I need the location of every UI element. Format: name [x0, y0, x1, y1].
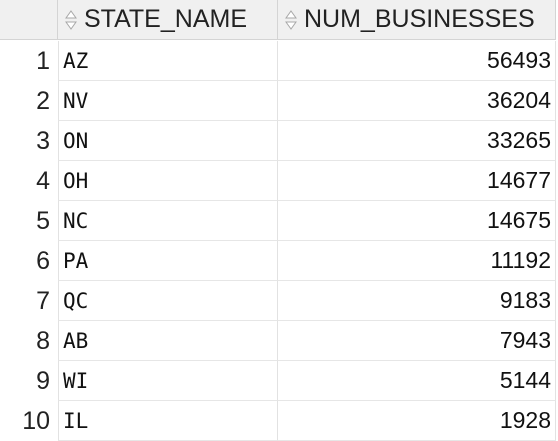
- row-number: 3: [36, 126, 50, 155]
- state-name-cell[interactable]: NV: [58, 81, 278, 121]
- table-row[interactable]: 2 NV 36204: [0, 81, 558, 121]
- row-number: 1: [36, 46, 50, 75]
- row-number: 5: [36, 206, 50, 235]
- num-businesses-cell[interactable]: 14675: [278, 201, 556, 241]
- table-row[interactable]: 9 WI 5144: [0, 361, 558, 401]
- table-row[interactable]: 4 OH 14677: [0, 161, 558, 201]
- column-header-label: NUM_BUSINESSES: [304, 5, 535, 33]
- num-businesses-cell[interactable]: 33265: [278, 121, 556, 161]
- state-name-cell[interactable]: ON: [58, 121, 278, 161]
- state-name-cell[interactable]: IL: [58, 401, 278, 441]
- table-row[interactable]: 5 NC 14675: [0, 201, 558, 241]
- row-number: 4: [36, 166, 50, 195]
- column-header-num-businesses[interactable]: NUM_BUSINESSES: [278, 0, 556, 40]
- num-businesses-cell[interactable]: 56493: [278, 41, 556, 81]
- column-header-state-name[interactable]: STATE_NAME: [58, 0, 278, 40]
- table-row[interactable]: 6 PA 11192: [0, 241, 558, 281]
- state-name-cell[interactable]: QC: [58, 281, 278, 321]
- num-businesses-cell[interactable]: 14677: [278, 161, 556, 201]
- row-number: 2: [36, 86, 50, 115]
- num-businesses-cell[interactable]: 11192: [278, 241, 556, 281]
- num-businesses-cell[interactable]: 9183: [278, 281, 556, 321]
- row-number: 6: [36, 246, 50, 275]
- num-businesses-cell[interactable]: 36204: [278, 81, 556, 121]
- state-name-cell[interactable]: OH: [58, 161, 278, 201]
- row-number: 8: [36, 326, 50, 355]
- num-businesses-cell[interactable]: 7943: [278, 321, 556, 361]
- state-name-cell[interactable]: AZ: [58, 41, 278, 81]
- table-row[interactable]: 10 IL 1928: [0, 401, 558, 441]
- row-number: 7: [36, 286, 50, 315]
- table-row[interactable]: 8 AB 7943: [0, 321, 558, 361]
- state-name-cell[interactable]: WI: [58, 361, 278, 401]
- state-name-cell[interactable]: NC: [58, 201, 278, 241]
- row-number-header: [0, 0, 58, 40]
- row-number: 10: [22, 406, 50, 435]
- column-header-label: STATE_NAME: [84, 5, 247, 33]
- table-row[interactable]: 7 QC 9183: [0, 281, 558, 321]
- table-row[interactable]: 1 AZ 56493: [0, 41, 558, 81]
- state-name-cell[interactable]: AB: [58, 321, 278, 361]
- num-businesses-cell[interactable]: 1928: [278, 401, 556, 441]
- sort-toggle-icon[interactable]: [64, 9, 78, 31]
- state-name-cell[interactable]: PA: [58, 241, 278, 281]
- row-number: 9: [36, 366, 50, 395]
- sort-toggle-icon[interactable]: [284, 9, 298, 31]
- table-row[interactable]: 3 ON 33265: [0, 121, 558, 161]
- num-businesses-cell[interactable]: 5144: [278, 361, 556, 401]
